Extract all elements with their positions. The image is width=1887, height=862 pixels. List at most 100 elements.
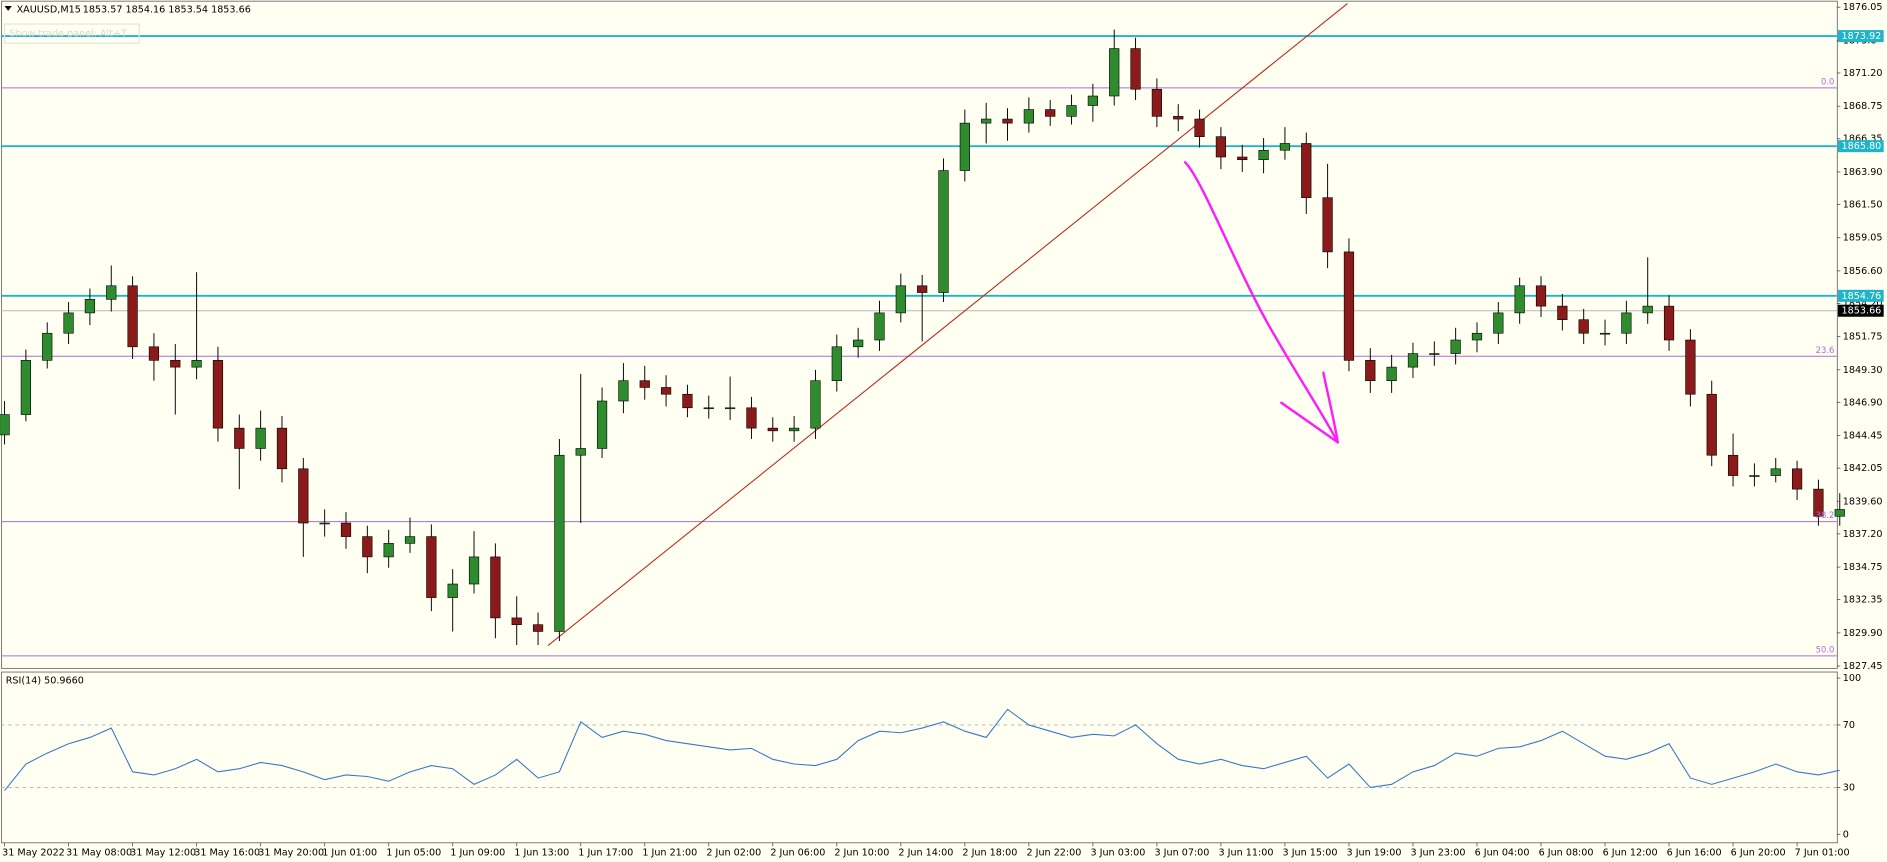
x-tick-label: 31 May 20:00 xyxy=(258,847,324,858)
x-tick-label: 31 May 2022 xyxy=(2,847,65,858)
candle-body xyxy=(468,556,480,585)
candle-body xyxy=(703,407,714,410)
x-tick-label: 1 Jun 21:00 xyxy=(642,847,697,858)
candle-body xyxy=(1407,353,1419,368)
y-tick-label: 1871.20 xyxy=(1843,68,1883,79)
main-frame xyxy=(1,0,1838,669)
candle-body xyxy=(1258,149,1269,161)
candle-body xyxy=(426,536,437,598)
candle-body xyxy=(1173,116,1184,120)
candle-body xyxy=(938,170,949,293)
candle-body xyxy=(874,312,885,341)
header-menu-arrow[interactable] xyxy=(4,6,12,11)
candle-body xyxy=(1066,105,1077,117)
candle-body xyxy=(1599,332,1611,335)
x-tick-label: 3 Jun 03:00 xyxy=(1090,847,1145,858)
candle-body xyxy=(1301,143,1312,198)
level-price-box xyxy=(1837,30,1884,43)
y-tick-label: 1863.90 xyxy=(1843,167,1883,178)
candle-body xyxy=(1045,109,1056,117)
x-tick-label: 2 Jun 10:00 xyxy=(834,847,889,858)
x-tick-label: 31 May 16:00 xyxy=(194,847,260,858)
candle-body xyxy=(1130,48,1141,90)
x-tick-label: 3 Jun 11:00 xyxy=(1219,847,1274,858)
candle-body xyxy=(1450,339,1461,354)
fib-label: 0.0 xyxy=(1821,76,1834,86)
candle-body xyxy=(917,285,928,293)
candle-body xyxy=(1535,285,1547,307)
candle-body xyxy=(255,427,266,449)
candle-body xyxy=(1663,305,1675,341)
candle-body xyxy=(191,360,202,368)
candle-body xyxy=(789,427,800,432)
candle-body xyxy=(1194,118,1205,137)
x-tick-label: 6 Jun 08:00 xyxy=(1539,847,1594,858)
candle-body xyxy=(234,427,245,449)
x-tick-label: 1 Jun 01:00 xyxy=(322,847,377,858)
candle-body xyxy=(1493,312,1504,334)
candle-body xyxy=(1215,136,1227,158)
y-tick-label: 1837.20 xyxy=(1843,529,1883,540)
level-price-label: 1854.76 xyxy=(1842,291,1882,302)
candle-body xyxy=(1023,109,1034,124)
candle-body xyxy=(404,536,416,544)
x-tick-label: 2 Jun 18:00 xyxy=(962,847,1017,858)
y-tick-label: 1859.05 xyxy=(1843,233,1883,244)
candle-body xyxy=(1557,305,1568,320)
level-price-label: 1873.92 xyxy=(1842,31,1882,42)
candle-body xyxy=(1813,488,1824,517)
candle-body xyxy=(1087,95,1098,106)
y-tick-label: 1839.60 xyxy=(1843,496,1883,507)
x-tick-label: 3 Jun 23:00 xyxy=(1411,847,1466,858)
candle-body xyxy=(639,380,650,388)
candle-body xyxy=(853,339,864,348)
candle-body xyxy=(362,536,373,558)
candle-body xyxy=(596,400,608,449)
fib-label: 50.0 xyxy=(1816,644,1835,654)
candle-body xyxy=(1151,88,1163,117)
candle-body xyxy=(1237,156,1248,161)
candle-body xyxy=(511,617,522,625)
candle-body xyxy=(554,454,565,632)
candle-body xyxy=(319,522,330,525)
candle-body xyxy=(1727,454,1739,476)
drawn-arrow xyxy=(1183,161,1340,444)
candle-body xyxy=(170,360,181,368)
x-tick-label: 1 Jun 17:00 xyxy=(578,847,633,858)
level-price-label: 1865.80 xyxy=(1842,141,1882,152)
candle-body xyxy=(1429,353,1440,355)
y-tick-label: 0 xyxy=(1843,829,1849,840)
y-tick-label: 1842.05 xyxy=(1843,463,1883,474)
x-tick-label: 31 May 08:00 xyxy=(66,847,132,858)
x-tick-label: 6 Jun 12:00 xyxy=(1603,847,1658,858)
y-tick-label: 1868.75 xyxy=(1843,101,1883,112)
candle-body xyxy=(981,118,992,124)
candle-body xyxy=(42,332,53,361)
x-tick-label: 31 May 12:00 xyxy=(130,847,196,858)
y-tick-label: 1834.75 xyxy=(1843,562,1883,573)
x-tick-label: 6 Jun 16:00 xyxy=(1667,847,1722,858)
ohlc-label: 1853.57 1854.16 1853.54 1853.66 xyxy=(83,5,251,16)
trade-panel-button[interactable] xyxy=(3,23,140,44)
candle-body xyxy=(660,387,672,395)
candle-body xyxy=(20,360,32,415)
candle-body xyxy=(1621,312,1632,334)
y-tick-label: 1851.75 xyxy=(1843,332,1883,343)
levels xyxy=(0,35,1837,788)
candle-body xyxy=(1706,393,1717,456)
candle-body xyxy=(895,285,906,314)
trade-panel-label[interactable]: Show trade panel: Alt+T xyxy=(9,29,127,40)
candle-body xyxy=(1749,475,1760,477)
y-tick-label: 1866.35 xyxy=(1843,134,1883,145)
candle-body xyxy=(127,285,138,348)
candle-body xyxy=(1770,468,1781,476)
y-tick-label: 30 xyxy=(1843,782,1855,793)
candle-body xyxy=(1322,197,1333,253)
candle-body xyxy=(575,448,586,456)
x-tick-label: 7 Jun 01:00 xyxy=(1795,847,1850,858)
current-price-label: 1853.66 xyxy=(1842,306,1882,317)
candle-body xyxy=(1279,143,1291,151)
y-tick-label: 1876.05 xyxy=(1843,2,1883,13)
